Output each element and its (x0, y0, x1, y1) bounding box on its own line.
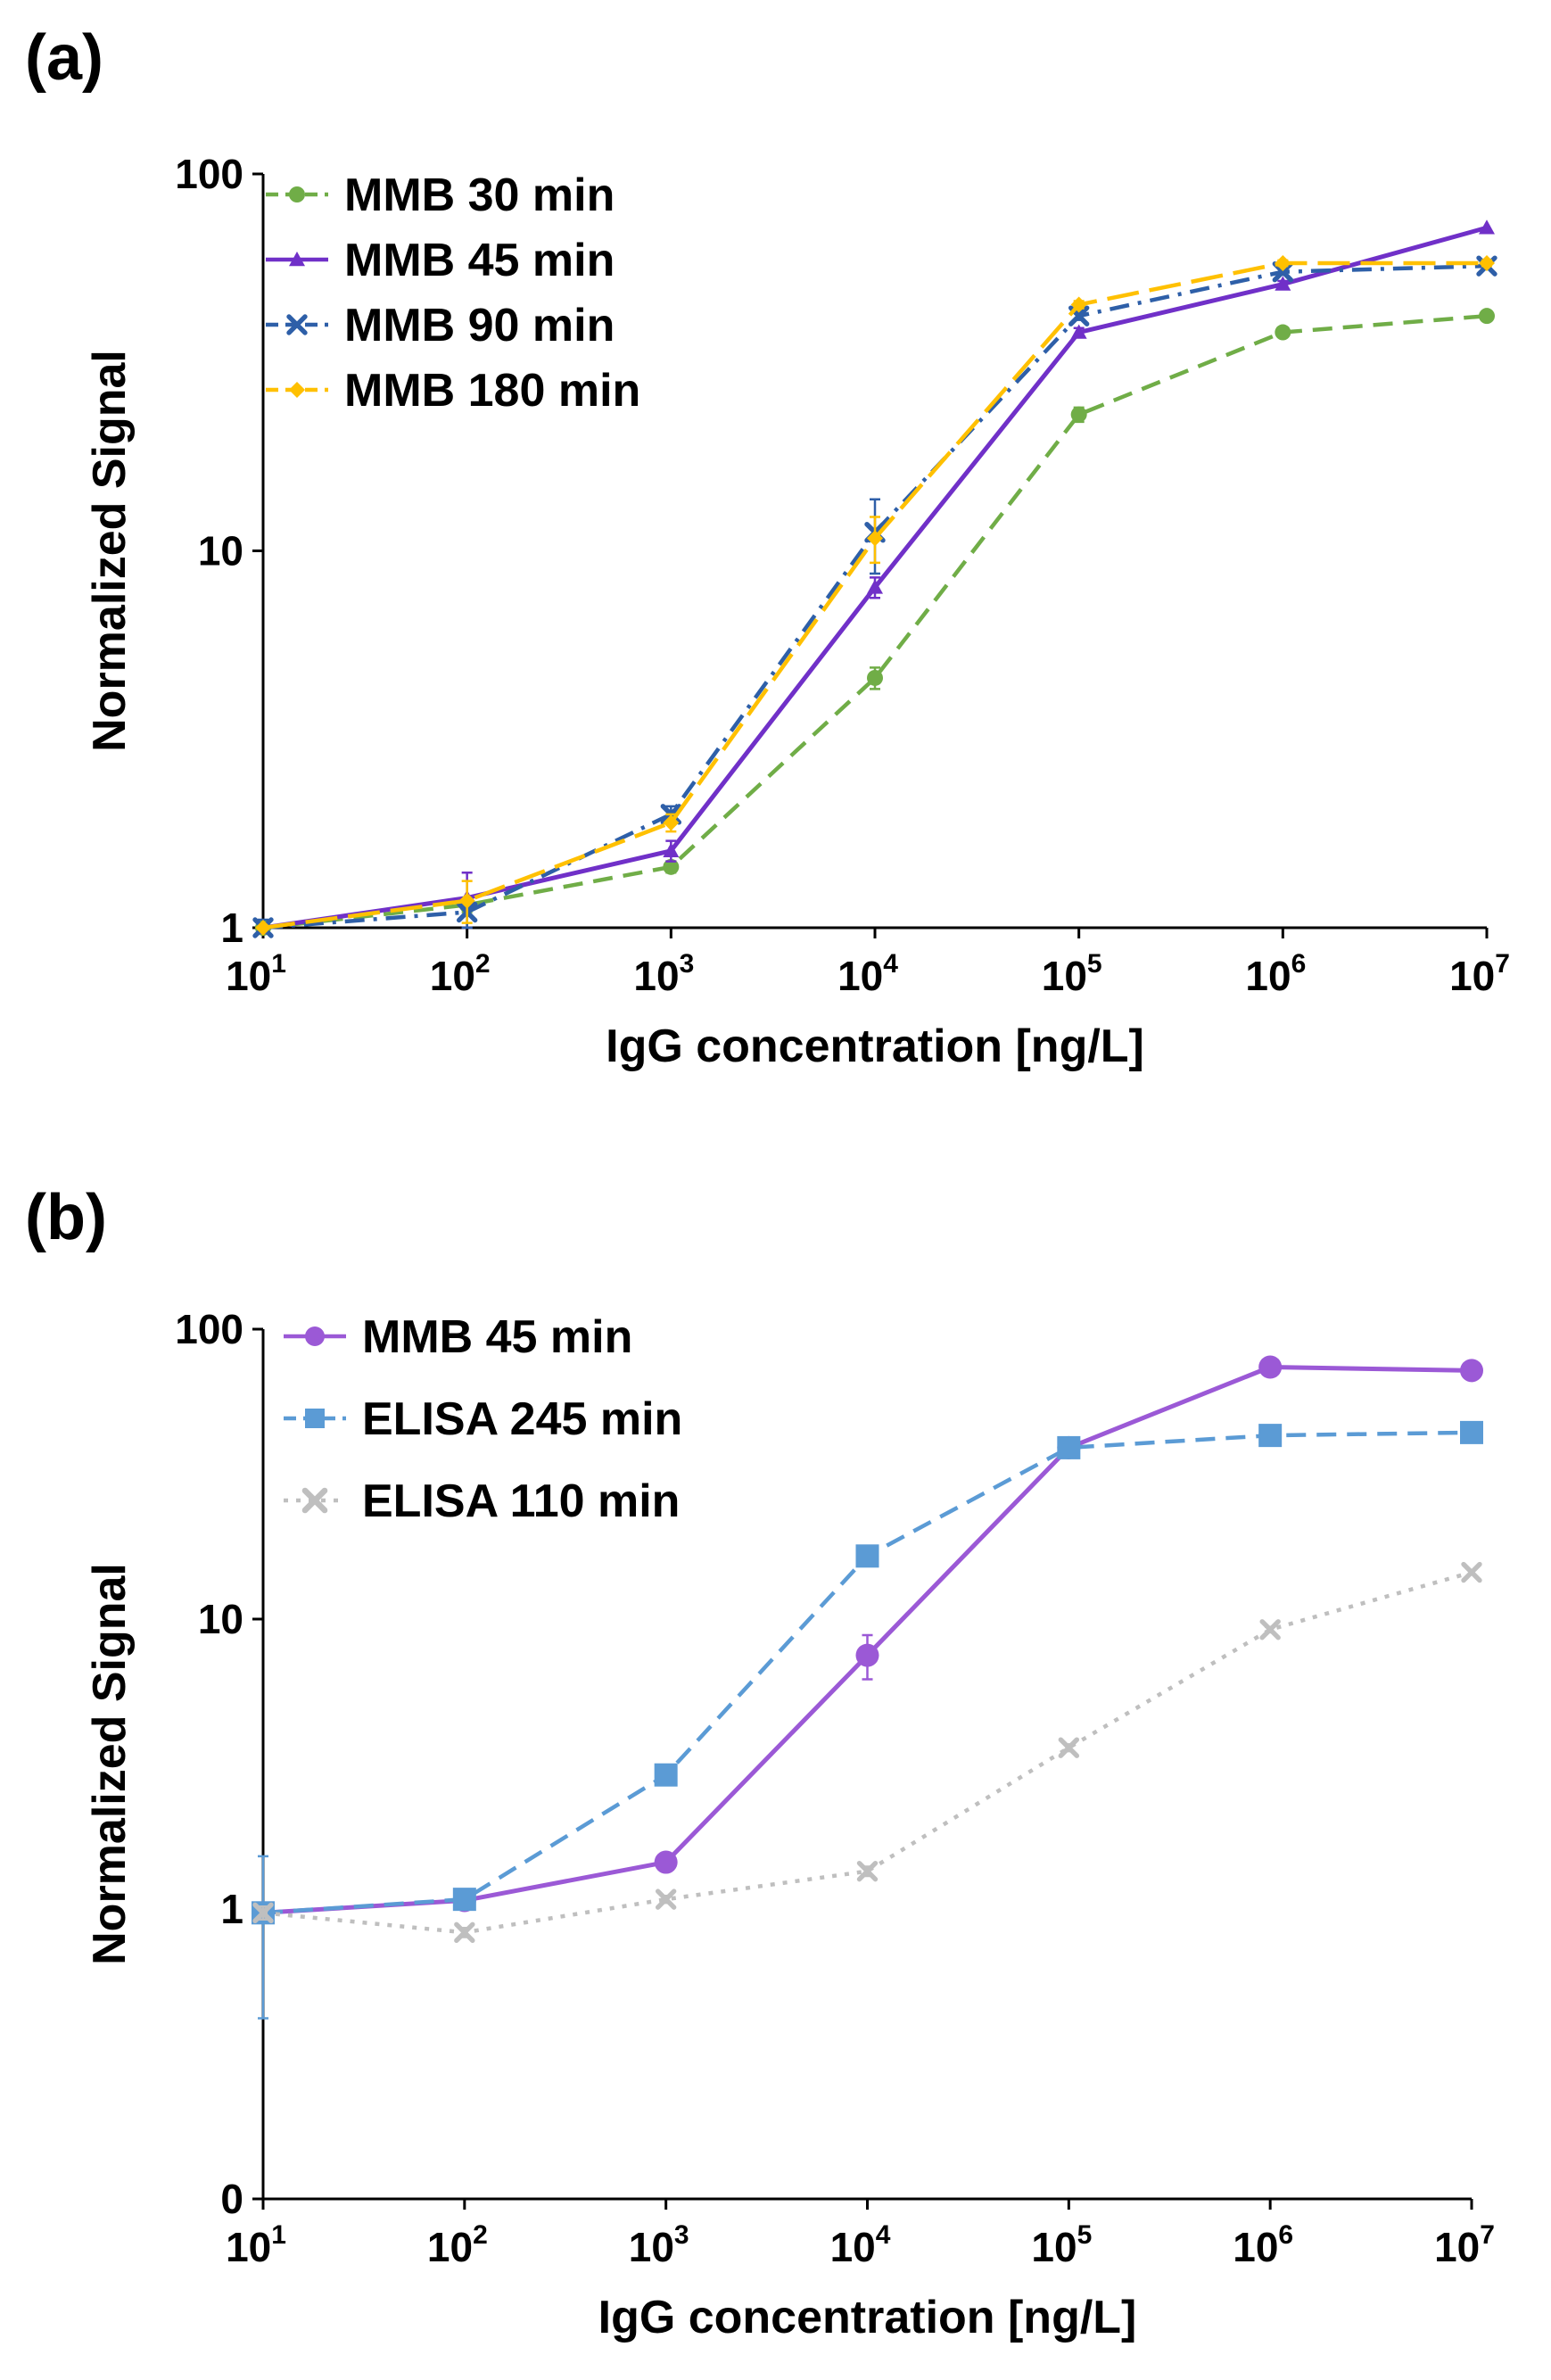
series-mmb-180-min (255, 254, 1495, 936)
data-point (663, 842, 680, 857)
data-point (663, 858, 680, 875)
legend-label: MMB 45 min (344, 235, 615, 286)
legend-entry: ELISA 245 min (284, 1393, 682, 1445)
data-point (856, 1860, 879, 1882)
y-tick-label: 10 (198, 1596, 243, 1642)
x-tick-label: 105 (1042, 949, 1102, 999)
legend-entry: MMB 180 min (266, 365, 640, 417)
series-elisa-245-min (252, 1420, 1483, 2020)
data-point (1460, 1359, 1483, 1383)
data-point (1258, 1355, 1283, 1379)
data-point (458, 892, 475, 909)
legend-label: MMB 180 min (344, 365, 640, 417)
data-point (1275, 276, 1291, 291)
y-tick-label: 100 (175, 1306, 243, 1352)
data-point (289, 186, 305, 202)
data-point (1479, 219, 1495, 235)
series-line (262, 1570, 1473, 1935)
data-point (255, 920, 271, 936)
x-tick-label: 102 (430, 949, 491, 999)
data-point (867, 530, 883, 547)
legend-entry: MMB 30 min (266, 169, 615, 221)
data-point (1479, 254, 1495, 271)
x-tick-label: 101 (226, 949, 286, 999)
legend-label: MMB 45 min (362, 1311, 632, 1363)
data-point (867, 579, 883, 594)
legend-label: MMB 90 min (344, 300, 615, 351)
data-point (289, 252, 305, 267)
y-tick-label: 1 (220, 1886, 243, 1932)
legend-label: MMB 30 min (344, 169, 615, 221)
panel-label: (a) (25, 22, 103, 94)
chart-b-svg: 0 1 10 100 101 102 103 104 105 106 107 IgG concentr… (84, 1306, 1495, 2343)
data-point (1057, 1435, 1081, 1459)
data-point (1070, 324, 1087, 339)
y-axis-label: Normalized Signal (84, 350, 136, 752)
data-point (855, 1544, 879, 1568)
x-tick-label: 107 (1449, 949, 1510, 999)
y-axis-label: Normalized Signal (84, 1563, 136, 1965)
data-point (1479, 308, 1495, 325)
legend-entry: MMB 45 min (266, 235, 615, 286)
x-tick-label: 103 (629, 2220, 689, 2270)
data-point (1058, 1737, 1080, 1758)
data-point (452, 1888, 476, 1912)
y-tick-label: 10 (198, 528, 243, 574)
x-tick-label: 104 (830, 2220, 891, 2270)
data-point (305, 1326, 325, 1346)
x-tick-label: 104 (837, 949, 898, 999)
legend-entry: MMB 45 min (284, 1311, 632, 1363)
chart-panel-b: (b) 0 1 10 100 101 102 103 104 105 106 107 IgG conc… (0, 1160, 1551, 2380)
x-tick-label: 102 (427, 2220, 488, 2270)
data-point (454, 1921, 475, 1943)
data-point (663, 814, 680, 831)
data-point (855, 1643, 879, 1667)
y-tick-label: 1 (220, 905, 243, 951)
data-point (1259, 1619, 1281, 1640)
data-point (654, 1850, 678, 1874)
data-point (1275, 324, 1291, 341)
data-point (286, 314, 308, 335)
data-point (1461, 1561, 1482, 1583)
legend-label: ELISA 110 min (362, 1475, 680, 1527)
x-tick-label: 105 (1031, 2220, 1092, 2270)
data-point (867, 669, 883, 686)
legend-entry: ELISA 110 min (284, 1475, 680, 1527)
x-tick-label: 107 (1434, 2220, 1495, 2270)
chart-a-svg: 1 10 100 101 102 103 104 105 106 107 IgG concentra… (84, 151, 1510, 1072)
data-point (655, 1888, 677, 1910)
legend-entry: MMB 90 min (266, 300, 615, 351)
error-bar (258, 1855, 268, 2020)
data-point (305, 1409, 325, 1428)
data-point (1460, 1420, 1483, 1444)
chart-panel-a: (a) 1 10 100 101 102 103 104 105 106 107 IgG conce… (0, 0, 1551, 1160)
x-tick-label: 106 (1233, 2220, 1293, 2270)
data-point (1070, 406, 1087, 423)
x-tick-label: 101 (226, 2220, 286, 2270)
x-axis-label: IgG concentration [ng/L] (598, 2292, 1137, 2343)
y-tick-label: 100 (175, 151, 243, 197)
data-point (1275, 254, 1291, 271)
data-point (1070, 296, 1087, 313)
panel-label: (b) (25, 1182, 107, 1253)
x-tick-label: 106 (1245, 949, 1306, 999)
x-tick-label: 103 (633, 949, 694, 999)
y-tick-label: 0 (220, 2176, 243, 2222)
data-point (1258, 1424, 1283, 1448)
data-point (654, 1763, 678, 1787)
legend-label: ELISA 245 min (362, 1393, 682, 1445)
data-point (252, 1902, 274, 1923)
x-axis-label: IgG concentration [ng/L] (606, 1021, 1144, 1072)
series-elisa-110-min (252, 1561, 1482, 1943)
data-point (289, 382, 305, 398)
data-point (301, 1487, 328, 1514)
